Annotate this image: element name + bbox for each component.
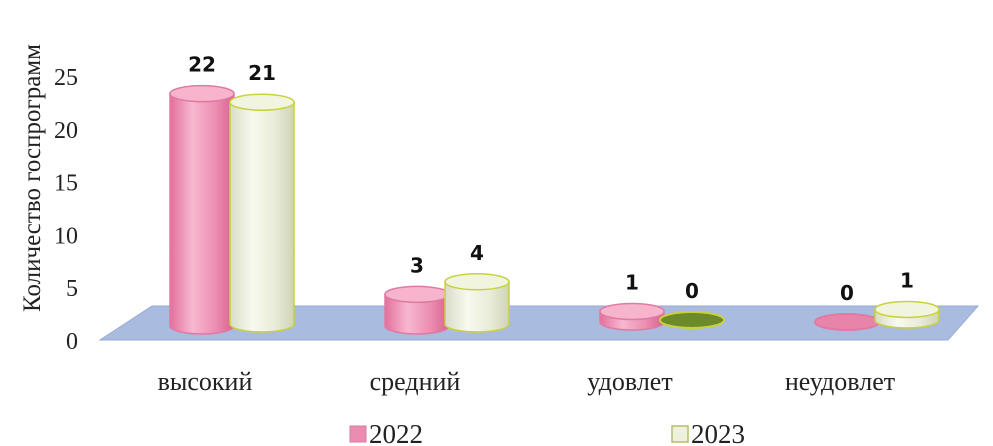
x-tick-label: удовлет (587, 367, 672, 396)
bar-body (229, 101, 295, 333)
legend-label-2022: 2022 (369, 419, 423, 446)
bar-disc (659, 311, 725, 329)
y-tick-label: 15 (54, 171, 78, 197)
chart-floor (98, 305, 980, 341)
y-tick-label: 5 (66, 276, 78, 302)
y-tick-label: 10 (54, 223, 78, 249)
data-label: 22 (188, 53, 216, 77)
data-label: 3 (410, 253, 424, 277)
bar-body (169, 92, 235, 335)
bar-2023-0 (229, 93, 295, 333)
legend-label-2023: 2023 (691, 419, 745, 446)
y-tick-label: 0 (66, 329, 78, 355)
bar-top (384, 285, 450, 304)
bar-2023-2 (659, 311, 725, 329)
bar-2023-1 (444, 273, 510, 333)
bar-top (169, 84, 235, 103)
bar-disc (814, 313, 880, 331)
data-label: 21 (248, 61, 276, 85)
data-label: 1 (900, 268, 914, 292)
bar-top (444, 273, 510, 291)
data-label: 0 (685, 279, 699, 303)
bar-top (599, 302, 665, 321)
bars (169, 84, 940, 335)
bar-top (229, 93, 295, 111)
legend-item-2023: 2023 (671, 419, 745, 446)
bar-2022-0 (169, 84, 235, 335)
y-axis-ticks: 0 5 10 15 20 25 (54, 65, 78, 355)
legend: 2022 2023 (349, 419, 745, 446)
x-tick-label: высокий (158, 367, 253, 396)
data-label: 1 (625, 270, 639, 294)
legend-item-2022: 2022 (349, 419, 423, 446)
bar-2022-3 (814, 313, 880, 331)
legend-swatch-2022 (349, 425, 367, 443)
bar-top (874, 300, 940, 319)
legend-swatch-2023 (671, 425, 689, 443)
data-label: 4 (470, 241, 484, 265)
bar-2022-1 (384, 285, 450, 335)
x-tick-label: средний (370, 367, 461, 396)
y-axis-label: Количество госпрограмм (19, 44, 46, 312)
bar-2022-2 (599, 302, 665, 331)
bar-body (444, 281, 510, 333)
y-tick-label: 20 (54, 118, 78, 144)
data-labels: 22 3 1 0 21 4 0 1 (188, 53, 914, 305)
bar-2023-3 (874, 300, 940, 329)
x-tick-label: неудовлет (785, 367, 895, 396)
y-tick-label: 25 (54, 65, 78, 91)
data-label: 0 (840, 281, 854, 305)
x-axis-categories: высокий средний удовлет неудовлет (158, 367, 895, 396)
